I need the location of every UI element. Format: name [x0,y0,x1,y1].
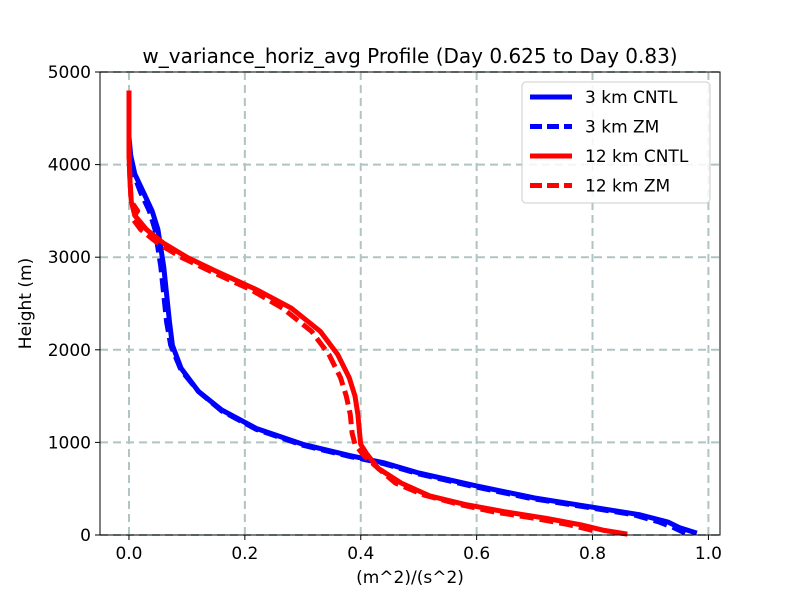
legend: 3 km CNTL 3 km ZM 12 km CNTL 12 km ZM [521,81,711,204]
legend-label: 12 km ZM [585,177,670,197]
legend-box [521,81,711,204]
x-axis-label: (m^2)/(s^2) [356,568,464,588]
y-axis-label: Height (m) [16,258,36,349]
y-tick-label: 0 [80,526,91,546]
legend-label: 3 km ZM [585,118,659,138]
x-tick-label: 1.0 [695,544,722,564]
x-tick-label: 0.8 [579,544,606,564]
x-tick-label: 0.6 [463,544,490,564]
series-line-12-km-zm [126,90,594,533]
x-axis: 0.0 0.2 0.4 0.6 0.8 1.0 [115,535,722,564]
series-line-3-km-zm [126,90,687,536]
y-tick-label: 2000 [48,341,91,361]
y-tick-label: 4000 [48,156,91,176]
y-tick-label: 5000 [48,63,91,83]
x-tick-label: 0.0 [115,544,142,564]
y-axis: 0 1000 2000 3000 4000 5000 [48,63,100,546]
legend-label: 3 km CNTL [585,88,678,108]
chart-title: w_variance_horiz_avg Profile (Day 0.625 … [142,44,677,68]
plot-series [126,90,698,537]
plot-frame [99,71,721,536]
legend-label: 12 km CNTL [585,147,689,167]
x-tick-label: 0.4 [347,544,374,564]
y-tick-label: 1000 [48,433,91,453]
y-tick-label: 3000 [48,248,91,268]
x-tick-label: 0.2 [231,544,258,564]
